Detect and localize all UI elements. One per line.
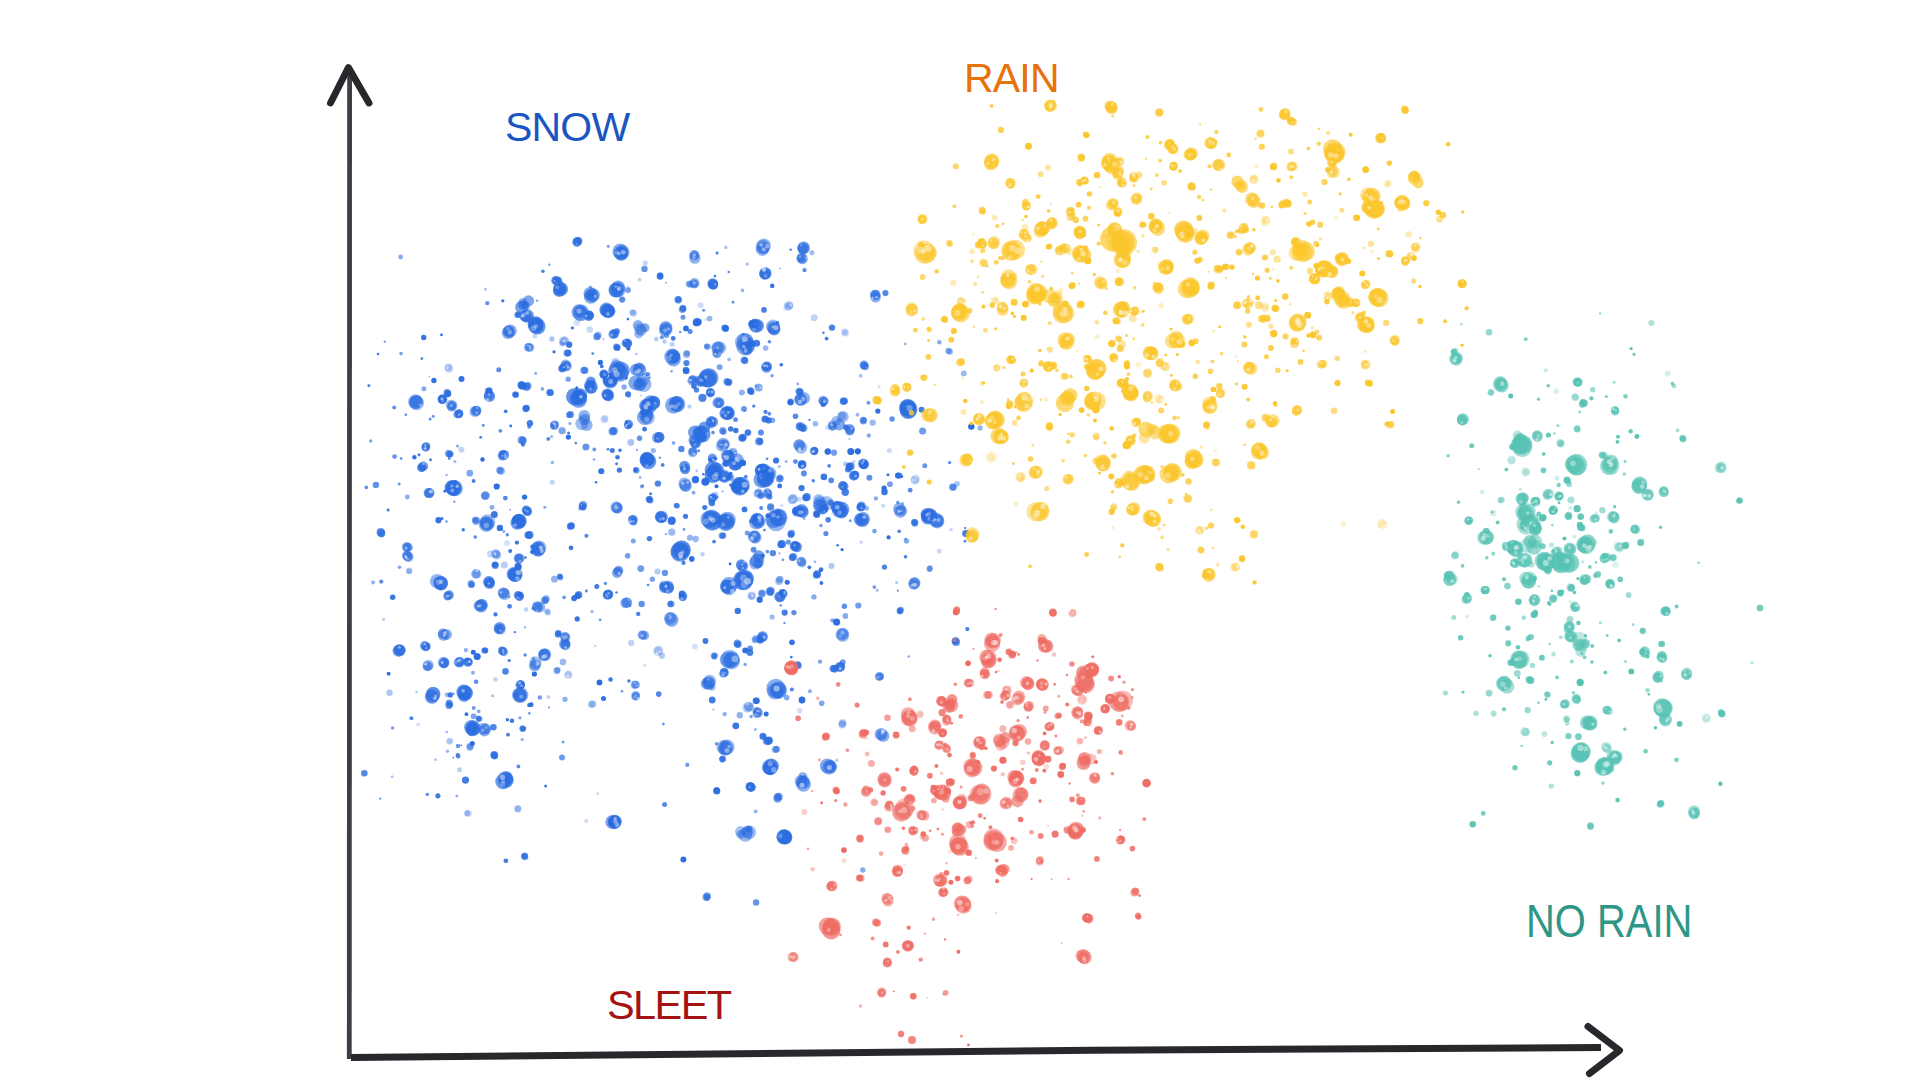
svg-text:SLEET: SLEET (607, 981, 732, 1028)
svg-text:SNOW: SNOW (505, 104, 630, 150)
svg-text:RAIN: RAIN (964, 55, 1059, 101)
svg-text:NO RAIN: NO RAIN (1526, 895, 1692, 946)
